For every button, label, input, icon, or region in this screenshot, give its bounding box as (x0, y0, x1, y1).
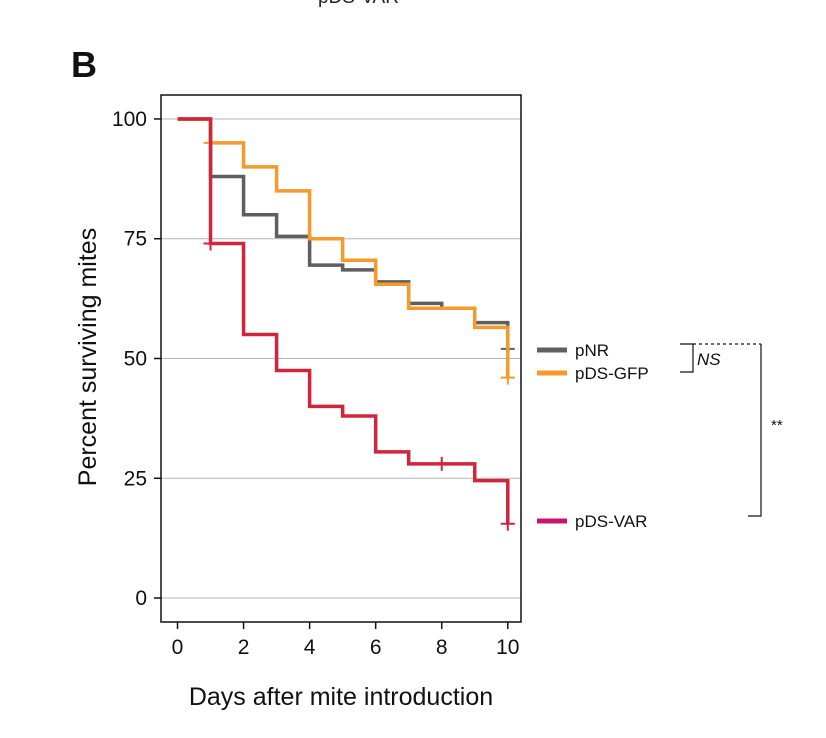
series-line-pnr (177, 117, 510, 352)
censor-mark-pds-var-0 (203, 236, 218, 251)
header-fragment: pDS-VAR (318, 0, 399, 9)
legend-label-pds-var: pDS-VAR (575, 512, 647, 531)
legend-label-pds-gfp: pDS-GFP (575, 364, 649, 383)
censor-mark-pds-gfp-1 (500, 370, 515, 385)
panel-label: B (71, 44, 97, 85)
x-axis-label: Days after mite introduction (189, 683, 493, 711)
legend-label-pnr: pNR (575, 341, 609, 360)
x-tick-label-2: 2 (238, 636, 250, 659)
x-tick-label-8: 8 (436, 636, 448, 659)
ns-bracket (680, 343, 694, 373)
x-tick-label-4: 4 (304, 636, 316, 659)
y-tick-label-25: 25 (124, 467, 147, 490)
legend: pNR pDS-GFP pDS-VAR (537, 341, 649, 531)
significance-brackets: NS ** (680, 343, 783, 517)
x-tick-label-0: 0 (172, 636, 184, 659)
y-tick-label-0: 0 (135, 587, 147, 610)
censor-mark-pds-var-1 (434, 456, 449, 471)
y-tick-label-75: 75 (124, 228, 147, 251)
axis-ticks: 0 25 50 75 100 0 2 4 6 8 10 (112, 108, 520, 659)
censor-mark-pds-var-2 (500, 516, 515, 531)
ns-label: NS (697, 350, 721, 369)
x-tick-label-6: 6 (370, 636, 382, 659)
y-tick-label-50: 50 (124, 348, 147, 371)
y-axis-label: Percent surviving mites (74, 228, 102, 486)
series-line-pds-var (177, 117, 510, 524)
x-tick-label-10: 10 (496, 636, 519, 659)
y-tick-label-100: 100 (112, 108, 147, 131)
grid-lines (161, 118, 521, 599)
star-bracket (748, 344, 762, 517)
significance-stars: ** (771, 417, 783, 434)
series-layer (177, 117, 515, 531)
series-line-pds-gfp (177, 117, 510, 378)
